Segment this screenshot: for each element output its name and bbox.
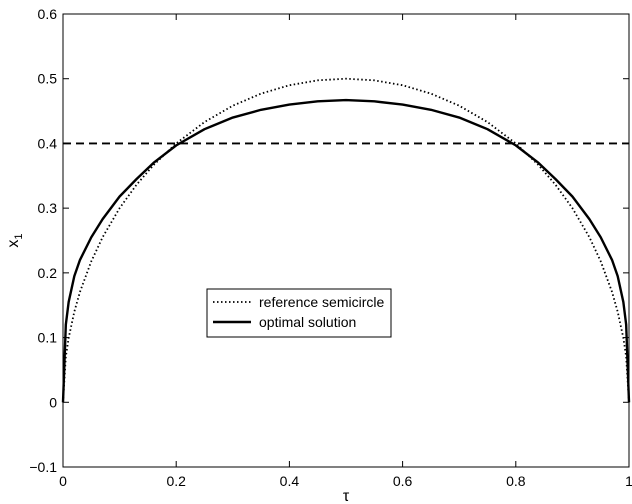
y-axis-label: x1	[5, 233, 25, 247]
y-axis-label-subscript: 1	[13, 233, 25, 239]
plot-frame	[62, 13, 630, 468]
y-tick-label: 0.2	[38, 265, 58, 281]
series-optimal-solution	[61, 98, 631, 403]
y-tick-label: 0.5	[38, 71, 58, 87]
y-tick-label: 0.3	[38, 200, 58, 216]
y-axis-label-main: x	[5, 240, 22, 248]
x-tick-label: 1	[625, 473, 632, 489]
x-tick-label: 0.6	[393, 473, 413, 489]
y-tick-label: −0.1	[29, 459, 57, 475]
series-group	[61, 77, 631, 403]
x-tick-label: 0.2	[166, 473, 186, 489]
legend-box	[206, 288, 392, 338]
x-axis-label: τ	[343, 488, 350, 504]
y-tick-label: 0	[49, 394, 57, 410]
ticks: 0 0.2 0.4 0.6 0.8 1−0.100.10.20.30.40.50.6	[29, 6, 632, 489]
x-tick-label: 0	[59, 473, 67, 489]
y-tick-label: 0.1	[38, 330, 58, 346]
series-reference-semicircle	[62, 77, 630, 403]
x-tick-label: 0.4	[280, 473, 300, 489]
y-tick-label: 0.6	[38, 6, 58, 22]
legend: reference semicircle optimal solution	[206, 288, 392, 338]
legend-label-optimal-solution: optimal solution	[259, 314, 356, 330]
legend-label-reference-semicircle: reference semicircle	[259, 294, 384, 310]
x-tick-label: 0.8	[506, 473, 526, 489]
y-tick-label: 0.4	[38, 135, 58, 151]
